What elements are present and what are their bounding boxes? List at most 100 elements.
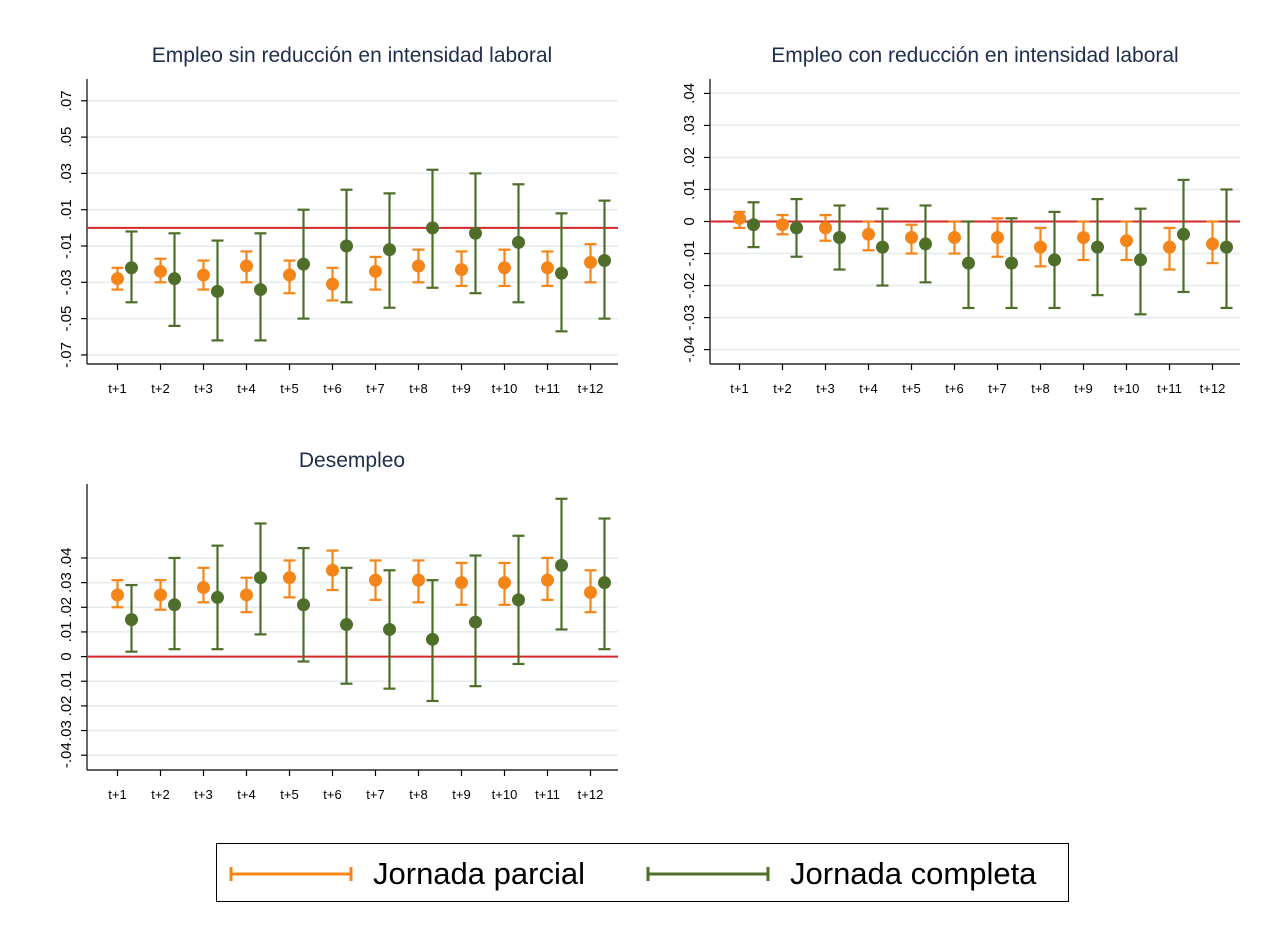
point-partial-t+11 xyxy=(541,556,554,601)
marker xyxy=(747,218,760,232)
x-tick-label-3: t+4 xyxy=(237,787,255,802)
marker xyxy=(584,255,597,269)
point-partial-t+2 xyxy=(776,213,789,236)
x-tick-label-11: t+12 xyxy=(578,787,604,802)
marker xyxy=(790,221,803,235)
x-tick-label-3: t+4 xyxy=(859,381,877,396)
marker xyxy=(833,231,846,245)
x-tick-label-4: t+5 xyxy=(902,381,920,396)
y-tick-label-3: .01 xyxy=(58,671,75,692)
point-full-t+3 xyxy=(833,204,846,271)
point-full-t+9 xyxy=(469,172,482,295)
marker xyxy=(1034,240,1047,254)
point-partial-t+12 xyxy=(584,243,597,284)
marker xyxy=(412,259,425,273)
point-partial-t+7 xyxy=(369,255,382,291)
x-tick-label-10: t+11 xyxy=(535,381,560,396)
marker xyxy=(211,590,224,604)
marker xyxy=(512,593,525,607)
marker xyxy=(1206,237,1219,251)
marker xyxy=(512,235,525,249)
panel-con-reduccion: Empleo con reducción en intensidad labor… xyxy=(681,44,1240,396)
x-tick-label-1: t+2 xyxy=(773,381,791,396)
marker xyxy=(1048,253,1061,267)
legend-item-partial: Jornada parcial xyxy=(229,844,585,903)
y-tick-label-1: -.03 xyxy=(681,305,698,331)
marker xyxy=(1005,256,1018,270)
point-partial-t+6 xyxy=(948,220,961,255)
marker xyxy=(125,613,138,627)
y-tick-label-1: -.05 xyxy=(58,306,75,332)
y-tick-label-7: .07 xyxy=(58,90,75,111)
marker xyxy=(426,632,439,646)
marker xyxy=(905,231,918,245)
marker xyxy=(1091,240,1104,254)
y-tick-label-5: .01 xyxy=(58,622,75,643)
point-partial-t+1 xyxy=(111,579,124,609)
marker xyxy=(340,239,353,253)
point-full-t+1 xyxy=(125,230,138,304)
panel-sin-reduccion: Empleo sin reducción en intensidad labor… xyxy=(58,44,618,396)
marker xyxy=(598,576,611,590)
marker xyxy=(1077,231,1090,245)
marker xyxy=(297,257,310,271)
marker xyxy=(541,261,554,275)
point-full-t+12 xyxy=(598,517,611,651)
marker xyxy=(240,259,253,273)
y-tick-label-5: .01 xyxy=(681,179,698,200)
point-partial-t+4 xyxy=(862,220,875,252)
point-full-t+10 xyxy=(512,534,525,666)
point-full-t+2 xyxy=(168,556,181,651)
point-full-t+9 xyxy=(469,554,482,688)
point-full-t+5 xyxy=(297,547,310,663)
marker xyxy=(240,588,253,602)
point-partial-t+8 xyxy=(412,559,425,604)
x-tick-label-9: t+10 xyxy=(1114,381,1140,396)
y-tick-label-4: 0 xyxy=(58,652,75,660)
marker xyxy=(168,598,181,612)
point-full-t+8 xyxy=(426,579,439,703)
point-partial-t+9 xyxy=(455,250,468,288)
x-tick-label-5: t+6 xyxy=(323,787,341,802)
point-full-t+5 xyxy=(919,204,932,284)
marker xyxy=(455,263,468,277)
marker xyxy=(919,237,932,251)
marker xyxy=(555,558,568,572)
x-tick-label-9: t+10 xyxy=(492,787,518,802)
marker xyxy=(733,211,746,225)
point-full-t+6 xyxy=(340,566,353,685)
x-tick-label-3: t+4 xyxy=(237,381,255,396)
point-full-t+2 xyxy=(790,197,803,258)
marker xyxy=(340,618,353,632)
y-tick-label-4: 0 xyxy=(681,217,698,225)
point-full-t+3 xyxy=(211,544,224,651)
point-full-t+4 xyxy=(254,232,267,342)
point-partial-t+5 xyxy=(283,559,296,599)
y-tick-label-5: .03 xyxy=(58,163,75,184)
marker xyxy=(254,571,267,585)
marker xyxy=(584,585,597,599)
point-partial-t+10 xyxy=(498,561,511,606)
y-tick-label-6: .05 xyxy=(58,127,75,148)
point-full-t+5 xyxy=(297,208,310,320)
marker xyxy=(1220,240,1233,254)
x-tick-label-10: t+11 xyxy=(535,787,560,802)
point-full-t+11 xyxy=(555,212,568,333)
marker xyxy=(498,261,511,275)
point-partial-t+9 xyxy=(1077,220,1090,262)
marker xyxy=(1177,227,1190,241)
point-full-t+10 xyxy=(1134,207,1147,316)
y-tick-label-3: -.01 xyxy=(681,241,698,267)
marker xyxy=(369,264,382,278)
x-tick-label-6: t+7 xyxy=(366,381,384,396)
y-tick-label-6: .02 xyxy=(58,597,75,618)
marker xyxy=(991,231,1004,245)
point-partial-t+4 xyxy=(240,576,253,614)
x-tick-label-0: t+1 xyxy=(108,787,126,802)
point-partial-t+10 xyxy=(498,248,511,288)
x-tick-label-11: t+12 xyxy=(1200,381,1226,396)
legend-label-full: Jornada completa xyxy=(790,855,1037,891)
x-tick-label-7: t+8 xyxy=(409,381,427,396)
panel-title: Empleo con reducción en intensidad labor… xyxy=(771,44,1178,67)
point-partial-t+12 xyxy=(584,569,597,614)
